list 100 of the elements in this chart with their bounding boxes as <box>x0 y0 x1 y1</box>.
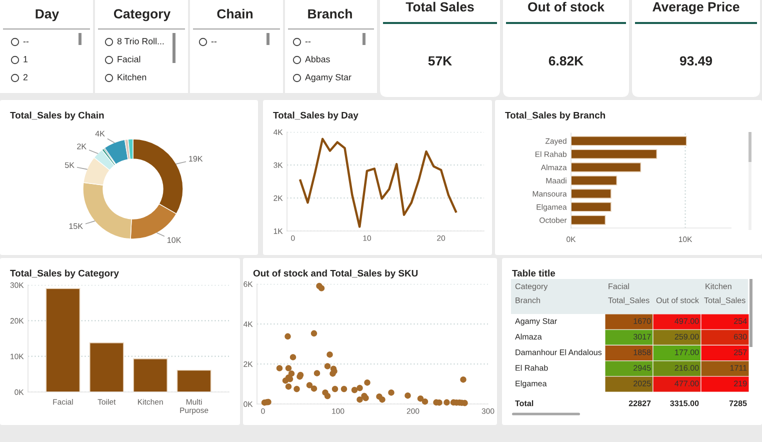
point <box>379 396 386 403</box>
x-tick-label: Out of stock <box>656 297 699 304</box>
text: Chain <box>217 8 253 19</box>
bar <box>46 288 80 392</box>
data-label: 219 <box>734 380 747 386</box>
text: Total Sales <box>406 2 474 12</box>
data-label: 630 <box>734 334 747 340</box>
point <box>324 363 331 370</box>
bar <box>571 202 612 212</box>
data-label: 4K <box>95 130 105 136</box>
point <box>332 386 338 392</box>
point <box>285 365 292 372</box>
point <box>326 351 333 358</box>
text: 93.49 <box>680 56 712 66</box>
text: 7285 <box>729 400 747 406</box>
y-tick-label: Agamy Star <box>515 318 557 326</box>
data-label: 3017 <box>633 334 651 340</box>
data-label: 15K <box>69 223 83 229</box>
chart-title: Table title <box>512 270 556 277</box>
text: Average Price <box>652 2 740 14</box>
data-label: 257 <box>734 349 747 356</box>
line-series <box>299 138 457 228</box>
point <box>388 389 394 396</box>
data-label: 1670 <box>634 318 651 324</box>
text: 6.82K <box>548 56 584 66</box>
chart-title: Total_Sales by Chain <box>10 112 104 120</box>
point <box>290 354 296 360</box>
point <box>306 382 313 388</box>
point <box>417 395 424 402</box>
text: Out of stock <box>528 2 604 12</box>
text: 22827 <box>628 400 651 406</box>
point <box>276 365 283 372</box>
data-label: 2025 <box>634 380 651 386</box>
text: Agamy Star <box>305 74 352 82</box>
text: Abbas <box>305 56 330 62</box>
text: Kitchen <box>118 74 146 80</box>
text: Facial <box>608 283 629 290</box>
point <box>310 330 318 337</box>
bar <box>571 162 642 172</box>
chart-title: Total_Sales by Branch <box>505 112 606 120</box>
point <box>351 386 358 394</box>
text: Total <box>515 400 534 406</box>
text: Day <box>36 9 60 22</box>
data-label: 19K <box>189 156 203 162</box>
bar <box>571 136 687 146</box>
y-tick-label: Almaza <box>515 334 542 340</box>
point <box>324 392 331 400</box>
text: Category <box>114 9 171 22</box>
data-label: 2945 <box>634 365 651 371</box>
text: Branch <box>308 8 352 19</box>
text: Branch <box>516 297 540 304</box>
chart-title: Out of stock and Total_Sales by SKU <box>253 270 418 278</box>
point <box>340 386 348 392</box>
text: 1 <box>24 56 28 62</box>
point <box>422 398 428 405</box>
bar <box>133 358 168 392</box>
point <box>294 386 300 392</box>
chart-title: Total_Sales by Category <box>10 270 119 278</box>
text: 2 <box>23 74 28 80</box>
chart-title: Total_Sales by Day <box>273 112 358 120</box>
point <box>314 370 320 376</box>
data-label: 216.00 <box>674 365 699 371</box>
bar <box>571 215 606 225</box>
y-tick-label: El Rahab <box>516 364 548 371</box>
point <box>330 370 336 377</box>
point <box>356 384 363 392</box>
point <box>356 396 363 403</box>
y-tick-label: Elgamea <box>516 380 547 388</box>
point <box>404 392 411 399</box>
point <box>460 376 466 383</box>
data-label: 5K <box>64 162 74 168</box>
x-tick-label: Total_Sales <box>608 297 650 305</box>
data-label: 2K <box>77 144 86 150</box>
point <box>364 379 370 386</box>
bar <box>89 342 124 392</box>
point <box>310 385 318 392</box>
text: Category <box>515 283 548 291</box>
point <box>318 285 325 292</box>
point <box>444 399 450 406</box>
data-label: 259.00 <box>674 334 699 340</box>
data-label: 1858 <box>634 349 651 356</box>
text: Facial <box>118 56 140 62</box>
point <box>284 333 291 340</box>
bar <box>176 370 212 392</box>
data-label: 254 <box>734 318 747 324</box>
y-tick-label: Damanhour El Andalous <box>516 349 602 356</box>
data-label: 1711 <box>730 365 747 371</box>
data-label: 177.00 <box>675 349 699 356</box>
data-label: 477.00 <box>674 380 699 386</box>
text: Kitchen <box>706 283 732 290</box>
text: 8 Trio Roll... <box>117 38 164 44</box>
data-label: 497.00 <box>674 318 699 324</box>
x-tick-label: Total_Sales <box>704 297 746 305</box>
bar <box>571 176 618 186</box>
text: 3315.00 <box>670 400 699 406</box>
bar <box>571 149 658 160</box>
point <box>285 383 292 390</box>
text: 57K <box>428 56 452 66</box>
bar <box>571 188 612 199</box>
donut-slice <box>104 139 128 165</box>
